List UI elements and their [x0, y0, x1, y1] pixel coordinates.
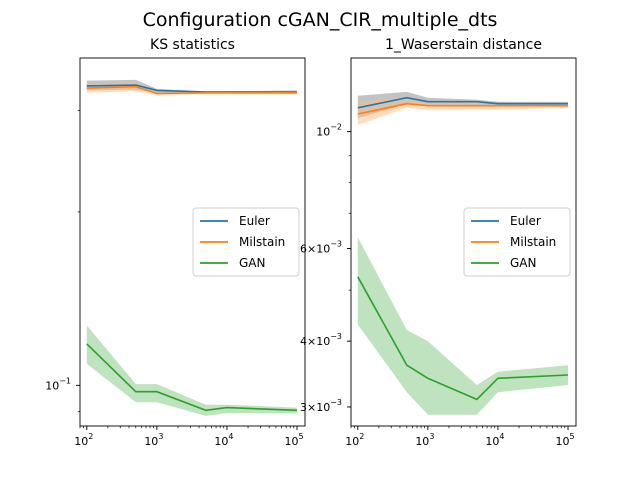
axes-title: KS statistics [150, 37, 235, 53]
legend-label: GAN [510, 256, 536, 270]
axes-frame [79, 57, 306, 427]
gan-series-line [357, 276, 569, 401]
gan-confidence-band [86, 325, 297, 416]
wasserstein-panel: 1_Waserstain distance 102 103 104 105 10−2 6×1… [300, 37, 577, 448]
axes-title: 1_Waserstain distance [385, 37, 542, 53]
y-tick-label: 10−1 [45, 376, 71, 392]
x-tick-label: 105 [555, 432, 574, 448]
legend-label: Milstain [510, 235, 556, 249]
legend-label: Euler [510, 214, 541, 228]
gan-series-line [86, 343, 298, 412]
legend-label: Milstain [239, 235, 285, 249]
gan-confidence-band [357, 237, 568, 415]
x-tick-label: 104 [214, 432, 233, 448]
legend-label: Euler [239, 214, 270, 228]
legend-frame [463, 207, 571, 277]
x-tick-label: 103 [415, 432, 434, 448]
x-tick-label: 103 [144, 432, 163, 448]
euler-series-line [357, 96, 568, 109]
legend-label: GAN [239, 256, 265, 270]
legend-frame [192, 207, 300, 277]
x-tick-label: 102 [74, 432, 93, 448]
x-tick-label: 102 [345, 432, 364, 448]
milstain-series-line [357, 102, 568, 115]
y-tick-label: 4×10−3 [300, 332, 342, 348]
y-tick-label: 3×10−3 [300, 398, 342, 414]
milstain-series-line [86, 85, 297, 95]
x-tick-label: 105 [284, 432, 303, 448]
ks-statistics-panel: KS statistics 102 103 104 105 10−1 Euler Milsta… [45, 37, 306, 448]
legend: Euler Milstain GAN [463, 207, 571, 277]
y-tick-label: 10−2 [316, 123, 342, 139]
x-tick-label: 104 [485, 432, 504, 448]
y-tick-label: 6×10−3 [300, 239, 342, 255]
figure-suptitle: Configuration cGAN_CIR_multiple_dts [143, 9, 498, 31]
legend: Euler Milstain GAN [192, 207, 300, 277]
axes-frame [350, 57, 577, 427]
